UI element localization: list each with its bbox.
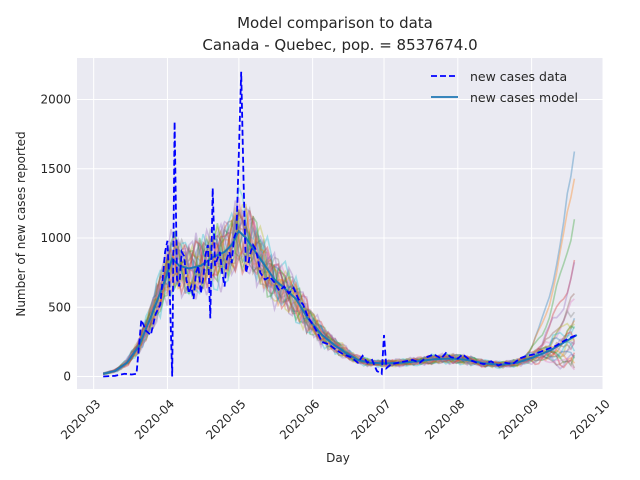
chart-subtitle: Canada - Quebec, pop. = 8537674.0 <box>202 36 477 54</box>
chart-title: Model comparison to data <box>237 14 433 32</box>
legend-label-model: new cases model <box>470 90 578 105</box>
y-tick-label: 0 <box>63 370 71 384</box>
x-tick-label: 2020-06 <box>277 397 322 442</box>
legend: new cases data new cases model <box>431 69 578 105</box>
y-axis-label: Number of new cases reported <box>14 131 28 316</box>
y-tick-label: 1500 <box>40 162 71 176</box>
y-axis-ticks: 0 500 1000 1500 2000 <box>40 93 71 384</box>
x-tick-label: 2020-05 <box>203 397 248 442</box>
x-axis-label: Day <box>326 451 350 465</box>
series-line-model <box>102 229 578 375</box>
series-line-data <box>103 71 578 378</box>
y-tick-label: 2000 <box>40 93 71 107</box>
x-tick-label: 2020-03 <box>58 397 103 442</box>
x-tick-label: 2020-08 <box>422 397 467 442</box>
x-tick-label: 2020-09 <box>496 397 541 442</box>
model-trajectory <box>103 208 576 375</box>
model-trajectory <box>103 211 576 375</box>
x-axis-ticks: 2020-03 2020-04 2020-05 2020-06 2020-07 2020-… <box>58 397 613 442</box>
x-tick-label: 2020-04 <box>132 397 177 442</box>
grid <box>77 58 604 389</box>
model-trajectory <box>103 212 576 375</box>
model-trajectory <box>103 184 576 374</box>
y-tick-label: 1000 <box>40 231 71 245</box>
model-trajectory <box>103 213 576 374</box>
series-lines <box>102 71 578 378</box>
model-trajectory <box>102 210 576 376</box>
model-trajectory <box>102 225 575 375</box>
x-tick-label: 2020-07 <box>348 397 393 442</box>
plot-background <box>77 58 603 389</box>
model-trajectory <box>103 215 576 375</box>
y-tick-label: 500 <box>48 300 71 314</box>
model-trajectory <box>103 200 575 374</box>
x-tick-label: 2020-10 <box>567 397 612 442</box>
legend-label-data: new cases data <box>470 69 567 84</box>
